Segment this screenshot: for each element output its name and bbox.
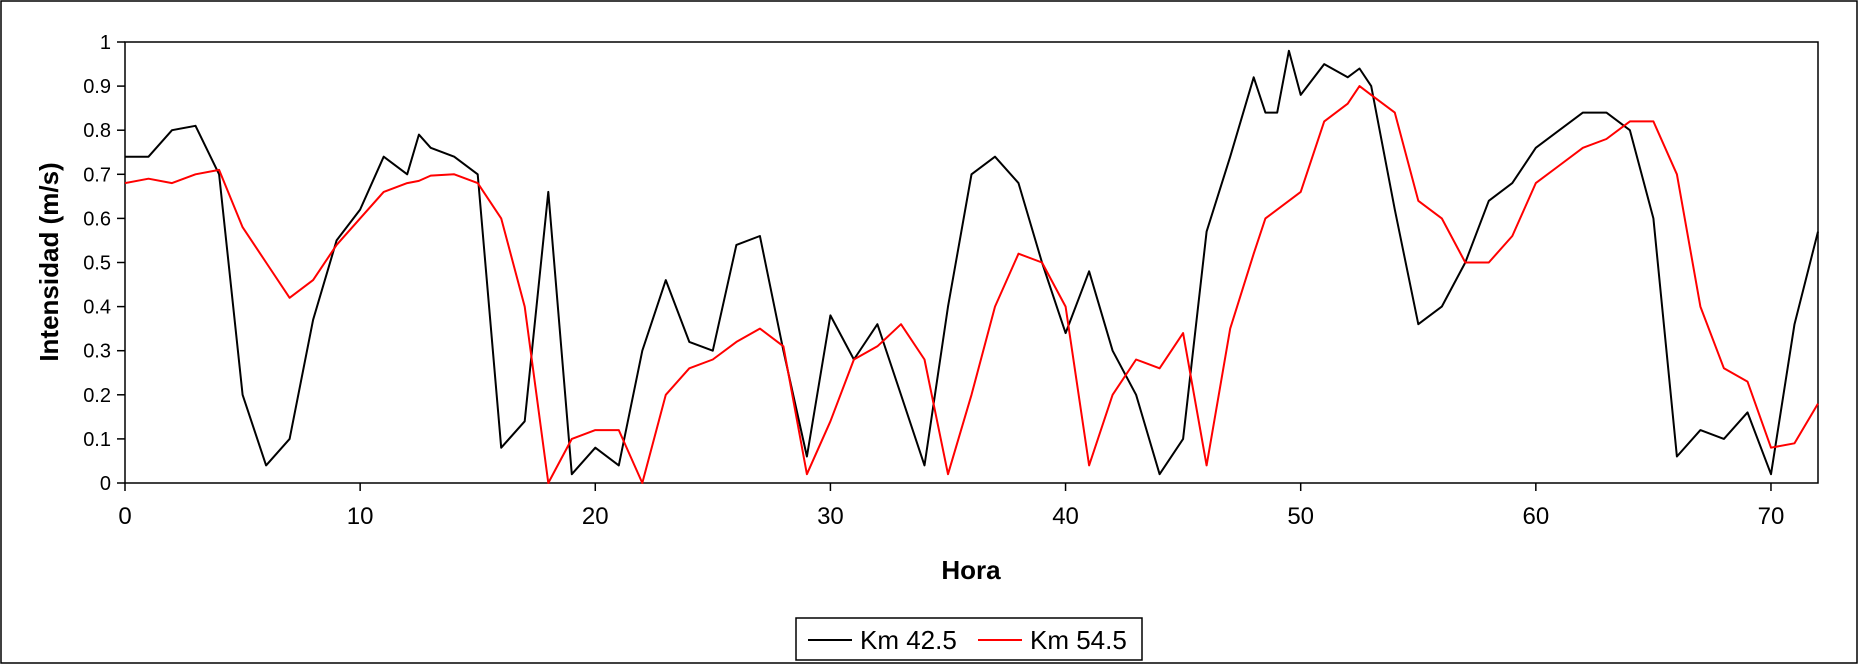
series-line-km-42-5 (125, 49, 1819, 476)
legend-box (795, 617, 1143, 661)
x-tick-label: 70 (1758, 503, 1785, 530)
series-layer (124, 49, 1819, 484)
y-tick-label: 0.7 (83, 164, 111, 186)
y-tick-label: 0.3 (83, 341, 111, 363)
y-tick-label: 1 (100, 32, 111, 54)
y-tick-label: 0.4 (83, 297, 111, 319)
y-tick-label: 0.9 (83, 76, 111, 98)
y-axis: 0 0.1 0.2 0.3 0.4 0.5 0.6 0.7 0.8 0.9 1 (83, 32, 125, 495)
x-tick-label: 0 (118, 503, 131, 530)
x-axis: 0 10 20 30 40 50 60 70 (118, 483, 1784, 530)
x-tick-label: 20 (582, 503, 609, 530)
legend-label-km-42-5: Km 42.5 (860, 625, 957, 655)
series-line-km-54-5 (124, 85, 1819, 484)
y-tick-label: 0.1 (83, 429, 111, 451)
y-axis-title: Intensidad (m/s) (34, 162, 64, 361)
y-tick-label: 0.8 (83, 120, 111, 142)
x-tick-label: 30 (817, 503, 844, 530)
x-tick-label: 40 (1052, 503, 1079, 530)
y-tick-label: 0.6 (83, 208, 111, 230)
x-tick-label: 10 (347, 503, 374, 530)
plot-area (124, 41, 1819, 484)
x-tick-label: 50 (1287, 503, 1314, 530)
y-tick-label: 0.2 (83, 385, 111, 407)
legend-label-km-54-5: Km 54.5 (1030, 625, 1127, 655)
y-tick-label: 0 (100, 473, 111, 495)
legend: Km 42.5 Km 54.5 (795, 617, 1143, 661)
x-tick-label: 60 (1522, 503, 1549, 530)
x-axis-title: Hora (941, 555, 1001, 585)
y-tick-label: 0.5 (83, 253, 111, 275)
